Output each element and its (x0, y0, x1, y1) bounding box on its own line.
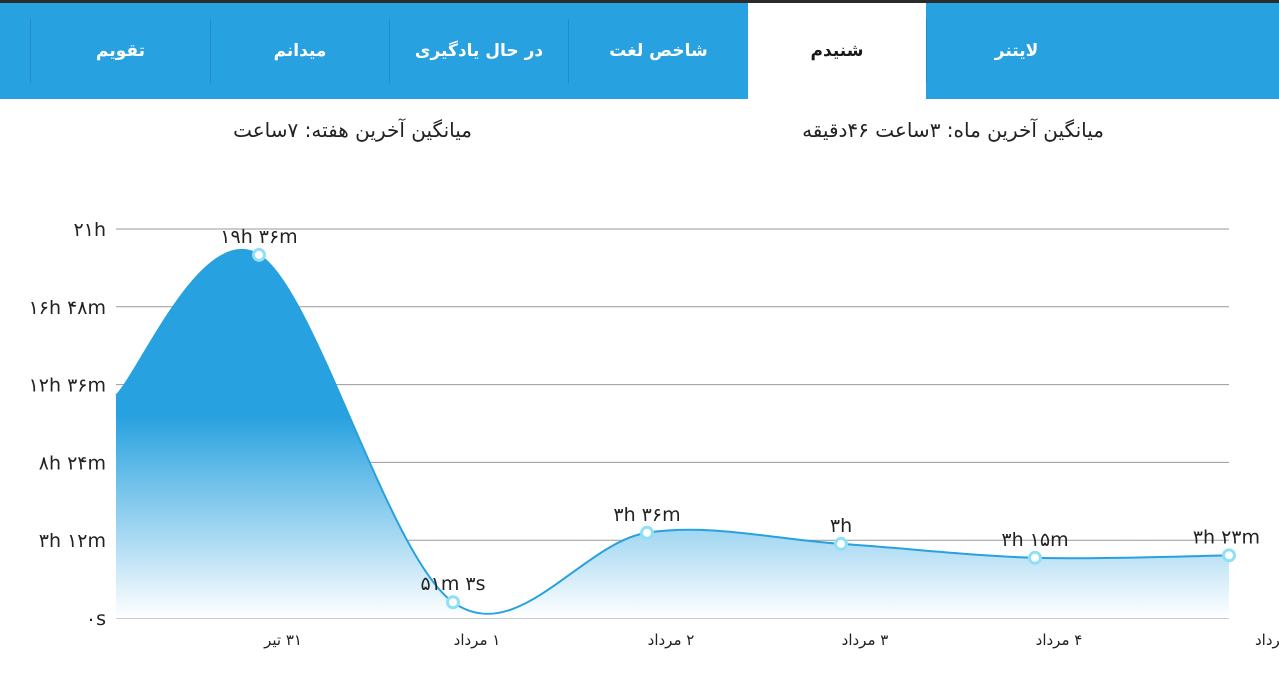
tab-heard-label: شنیدم (810, 41, 864, 61)
week-average: میانگین آخرین هفته: ۷ساعت (233, 118, 472, 142)
x-tick-label: ۳ مرداد (842, 631, 889, 649)
area-fill (116, 249, 1229, 618)
tab-learning[interactable]: در حال یادگیری (389, 19, 568, 83)
value-labels: ۱۹h ۳۶m ۵۱m ۳s ۳h ۳۶m ۳h ۳h ۱۵m ۳h ۲۳m (220, 226, 1260, 595)
value-label: ۳h (830, 515, 852, 537)
x-tick-label: ۵ مرداد (1255, 631, 1279, 649)
value-label: ۳h ۱۵m (1001, 529, 1068, 551)
data-points (252, 247, 1236, 610)
data-point[interactable] (834, 536, 848, 551)
tab-word-index[interactable]: شاخص لغت (568, 19, 748, 83)
data-point[interactable] (1222, 548, 1236, 563)
data-point[interactable] (446, 595, 460, 610)
tab-known-label: میدانم (273, 41, 327, 61)
tab-learning-label: در حال یادگیری (414, 41, 544, 61)
data-point[interactable] (252, 247, 266, 262)
value-label: ۱۹h ۳۶m (220, 226, 297, 248)
tab-heard[interactable]: شنیدم (748, 3, 926, 99)
x-tick-label: ۴ مرداد (1036, 631, 1083, 649)
listening-time-chart: ۰s ۳h ۱۲m ۸h ۲۴m ۱۲h ۳۶m ۱۶h ۴۸m ۲۱h ۱۹h ۳۶m ۵… (29, 219, 1279, 649)
x-axis-labels: ۳۱ تیر ۱ مرداد ۲ مرداد ۳ مرداد ۴ مرداد ۵ مردا… (263, 631, 1279, 649)
tab-leitner-label: لایتنر (994, 41, 1039, 61)
y-tick-label: ۳h ۱۲m (39, 530, 106, 552)
tab-calendar[interactable]: تقویم (30, 19, 210, 83)
data-point[interactable] (1028, 550, 1042, 565)
tab-leitner[interactable]: لایتنر (926, 19, 1106, 83)
data-point[interactable] (640, 525, 654, 540)
y-tick-label: ۸h ۲۴m (39, 452, 106, 474)
y-tick-label: ۰s (86, 608, 106, 630)
x-tick-label: ۳۱ تیر (263, 631, 302, 649)
y-tick-label: ۱۲h ۳۶m (29, 375, 106, 397)
top-border (0, 0, 1279, 3)
y-axis-labels: ۰s ۳h ۱۲m ۸h ۲۴m ۱۲h ۳۶m ۱۶h ۴۸m ۲۱h (29, 219, 106, 630)
tab-calendar-label: تقویم (96, 41, 145, 61)
y-tick-label: ۱۶h ۴۸m (29, 297, 106, 319)
tab-word-index-label: شاخص لغت (609, 41, 708, 61)
y-tick-label: ۲۱h (74, 219, 106, 241)
value-label: ۳h ۳۶m (613, 504, 680, 526)
month-average: میانگین آخرین ماه: ۳ساعت ۴۶دقیقه (802, 118, 1104, 142)
x-tick-label: ۱ مرداد (454, 631, 501, 649)
value-label: ۳h ۲۳m (1193, 526, 1260, 548)
x-tick-label: ۲ مرداد (648, 631, 695, 649)
tab-known[interactable]: میدانم (210, 19, 389, 83)
value-label: ۵۱m ۳s (420, 573, 485, 595)
tab-bar: تقویم میدانم در حال یادگیری شاخص لغت شنی… (0, 3, 1279, 99)
